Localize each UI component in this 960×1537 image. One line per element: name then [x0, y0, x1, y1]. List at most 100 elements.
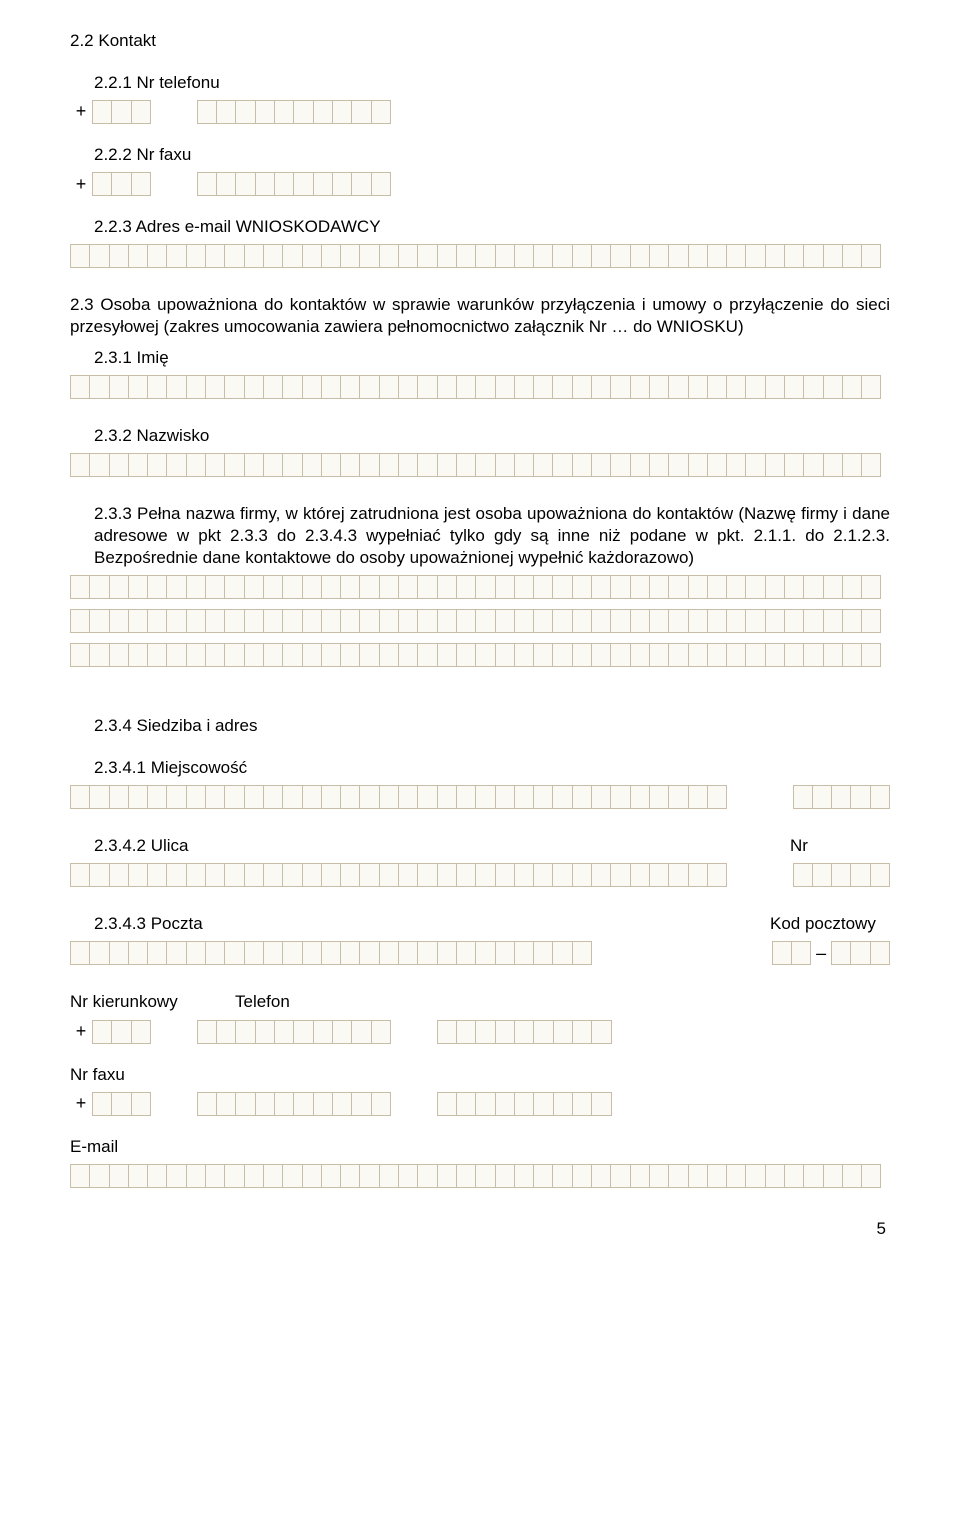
fax2-ext-cells[interactable] — [437, 1092, 612, 1116]
input-cell[interactable] — [572, 1092, 592, 1116]
input-cell[interactable] — [668, 375, 688, 399]
input-cell[interactable] — [552, 575, 572, 599]
input-cell[interactable] — [495, 453, 515, 477]
input-cell[interactable] — [186, 453, 206, 477]
input-cell[interactable] — [475, 375, 495, 399]
input-cell[interactable] — [861, 575, 881, 599]
input-cell[interactable] — [70, 1164, 90, 1188]
input-cell[interactable] — [147, 643, 167, 667]
input-cell[interactable] — [784, 643, 804, 667]
input-cell[interactable] — [111, 100, 131, 124]
input-cell[interactable] — [398, 244, 418, 268]
input-cell[interactable] — [417, 1164, 437, 1188]
input-cell[interactable] — [398, 643, 418, 667]
input-cell[interactable] — [216, 1020, 236, 1044]
input-cell[interactable] — [456, 244, 476, 268]
input-cell[interactable] — [302, 785, 322, 809]
input-cell[interactable] — [89, 785, 109, 809]
input-cell[interactable] — [591, 375, 611, 399]
input-cell[interactable] — [282, 1164, 302, 1188]
input-cell[interactable] — [205, 453, 225, 477]
input-cell[interactable] — [784, 1164, 804, 1188]
input-cell[interactable] — [166, 375, 186, 399]
input-cell[interactable] — [340, 453, 360, 477]
input-cell[interactable] — [109, 941, 129, 965]
input-cell[interactable] — [475, 863, 495, 887]
post-cells[interactable] — [70, 941, 592, 965]
input-cell[interactable] — [688, 863, 708, 887]
input-cell[interactable] — [359, 453, 379, 477]
input-cell[interactable] — [456, 1020, 476, 1044]
input-cell[interactable] — [572, 453, 592, 477]
input-cell[interactable] — [332, 100, 352, 124]
fax2-number-cells[interactable] — [197, 1092, 391, 1116]
input-cell[interactable] — [831, 785, 851, 809]
input-cell[interactable] — [688, 643, 708, 667]
input-cell[interactable] — [630, 575, 650, 599]
input-cell[interactable] — [610, 453, 630, 477]
input-cell[interactable] — [186, 575, 206, 599]
input-cell[interactable] — [197, 172, 217, 196]
input-cell[interactable] — [765, 375, 785, 399]
postcode-a-cells[interactable] — [772, 941, 812, 965]
input-cell[interactable] — [610, 244, 630, 268]
input-cell[interactable] — [147, 1164, 167, 1188]
input-cell[interactable] — [205, 941, 225, 965]
input-cell[interactable] — [224, 1164, 244, 1188]
input-cell[interactable] — [70, 575, 90, 599]
input-cell[interactable] — [726, 609, 746, 633]
input-cell[interactable] — [340, 785, 360, 809]
input-cell[interactable] — [205, 609, 225, 633]
input-cell[interactable] — [224, 643, 244, 667]
input-cell[interactable] — [128, 375, 148, 399]
input-cell[interactable] — [293, 100, 313, 124]
input-cell[interactable] — [224, 941, 244, 965]
input-cell[interactable] — [552, 785, 572, 809]
input-cell[interactable] — [282, 575, 302, 599]
input-cell[interactable] — [726, 453, 746, 477]
input-cell[interactable] — [649, 375, 669, 399]
input-cell[interactable] — [224, 375, 244, 399]
input-cell[interactable] — [514, 643, 534, 667]
input-cell[interactable] — [495, 1092, 515, 1116]
input-cell[interactable] — [205, 785, 225, 809]
input-cell[interactable] — [131, 1020, 151, 1044]
input-cell[interactable] — [359, 1164, 379, 1188]
input-cell[interactable] — [282, 785, 302, 809]
input-cell[interactable] — [745, 375, 765, 399]
input-cell[interactable] — [186, 643, 206, 667]
input-cell[interactable] — [398, 575, 418, 599]
input-cell[interactable] — [572, 244, 592, 268]
input-cell[interactable] — [255, 1092, 275, 1116]
input-cell[interactable] — [70, 453, 90, 477]
input-cell[interactable] — [630, 643, 650, 667]
input-cell[interactable] — [495, 609, 515, 633]
input-cell[interactable] — [610, 609, 630, 633]
input-cell[interactable] — [765, 609, 785, 633]
input-cell[interactable] — [417, 575, 437, 599]
input-cell[interactable] — [850, 785, 870, 809]
input-cell[interactable] — [340, 1164, 360, 1188]
email-cells[interactable] — [70, 244, 890, 268]
input-cell[interactable] — [861, 1164, 881, 1188]
input-cell[interactable] — [205, 244, 225, 268]
input-cell[interactable] — [379, 575, 399, 599]
input-cell[interactable] — [379, 863, 399, 887]
input-cell[interactable] — [591, 785, 611, 809]
input-cell[interactable] — [591, 863, 611, 887]
input-cell[interactable] — [495, 941, 515, 965]
input-cell[interactable] — [244, 575, 264, 599]
input-cell[interactable] — [244, 863, 264, 887]
input-cell[interactable] — [313, 172, 333, 196]
email2-cells[interactable] — [70, 1164, 890, 1188]
input-cell[interactable] — [70, 244, 90, 268]
input-cell[interactable] — [282, 453, 302, 477]
input-cell[interactable] — [92, 1092, 112, 1116]
input-cell[interactable] — [475, 453, 495, 477]
input-cell[interactable] — [263, 609, 283, 633]
input-cell[interactable] — [514, 1092, 534, 1116]
input-cell[interactable] — [302, 453, 322, 477]
input-cell[interactable] — [216, 1092, 236, 1116]
input-cell[interactable] — [861, 453, 881, 477]
input-cell[interactable] — [92, 1020, 112, 1044]
